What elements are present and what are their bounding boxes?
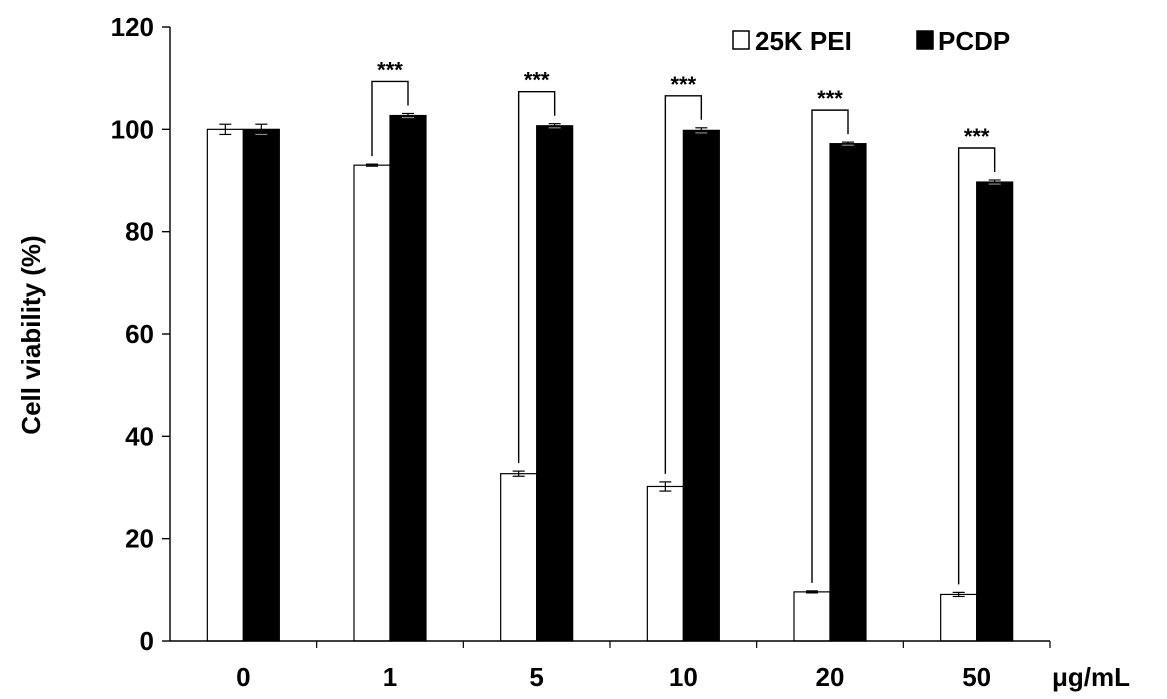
significance-label-1: ***	[377, 57, 403, 82]
bar-pcdp-50	[976, 181, 1014, 642]
significance-bracket-20	[811, 109, 849, 583]
y-tick-label-80: 80	[125, 217, 154, 247]
error-bars-layer	[219, 112, 1001, 598]
legend: 25K PEI PCDP	[732, 26, 1010, 56]
y-tick-label-120: 120	[111, 12, 154, 42]
significance-label-5: ***	[524, 68, 550, 93]
bar-25k-pei-50	[940, 593, 978, 642]
bar-pcdp-1	[389, 114, 427, 642]
legend-swatch-pcdp	[916, 30, 934, 50]
bar-25k-pei-1	[353, 164, 391, 642]
significance-bracket-50	[957, 147, 996, 585]
bar-25k-pei-5	[500, 473, 538, 642]
significance-label-20: ***	[817, 86, 843, 111]
legend-label-pcdp: PCDP	[938, 26, 1010, 56]
bar-25k-pei-10	[646, 485, 684, 642]
y-tick-label-40: 40	[125, 421, 154, 451]
significance-label-50: ***	[964, 124, 990, 149]
bar-pcdp-0	[242, 128, 280, 642]
legend-swatch-25k-pei	[732, 30, 750, 50]
bar-pcdp-20	[829, 143, 867, 642]
axes-layer: 0 1 5 10 20 50 0 20 40 60 80 100 120	[111, 12, 1051, 692]
y-tick-label-0: 0	[140, 626, 154, 656]
y-tick-label-20: 20	[125, 524, 154, 554]
legend-label-25k-pei: 25K PEI	[755, 26, 852, 56]
x-tick-label-5: 5	[529, 662, 543, 692]
significance-bracket-1	[371, 80, 409, 157]
x-tick-label-0: 0	[236, 662, 250, 692]
significance-layer: *** *** *** *** ***	[371, 57, 996, 585]
significance-label-10: ***	[670, 72, 696, 97]
significance-bracket-10	[664, 95, 703, 474]
y-axis-title: Cell viability (%)	[16, 235, 46, 434]
bar-pcdp-5	[536, 125, 574, 642]
bar-25k-pei-0	[206, 128, 244, 642]
bar-pcdp-10	[682, 129, 720, 642]
x-tick-label-10: 10	[669, 662, 698, 692]
x-tick-label-50: 50	[962, 662, 991, 692]
x-axis-unit-label: μg/mL	[1052, 662, 1130, 692]
x-tick-label-20: 20	[816, 662, 845, 692]
significance-bracket-5	[517, 91, 556, 464]
y-tick-label-60: 60	[125, 319, 154, 349]
x-tick-label-1: 1	[383, 662, 397, 692]
bar-25k-pei-20	[793, 591, 831, 642]
bars-layer	[206, 114, 1014, 642]
y-tick-label-100: 100	[111, 114, 154, 144]
